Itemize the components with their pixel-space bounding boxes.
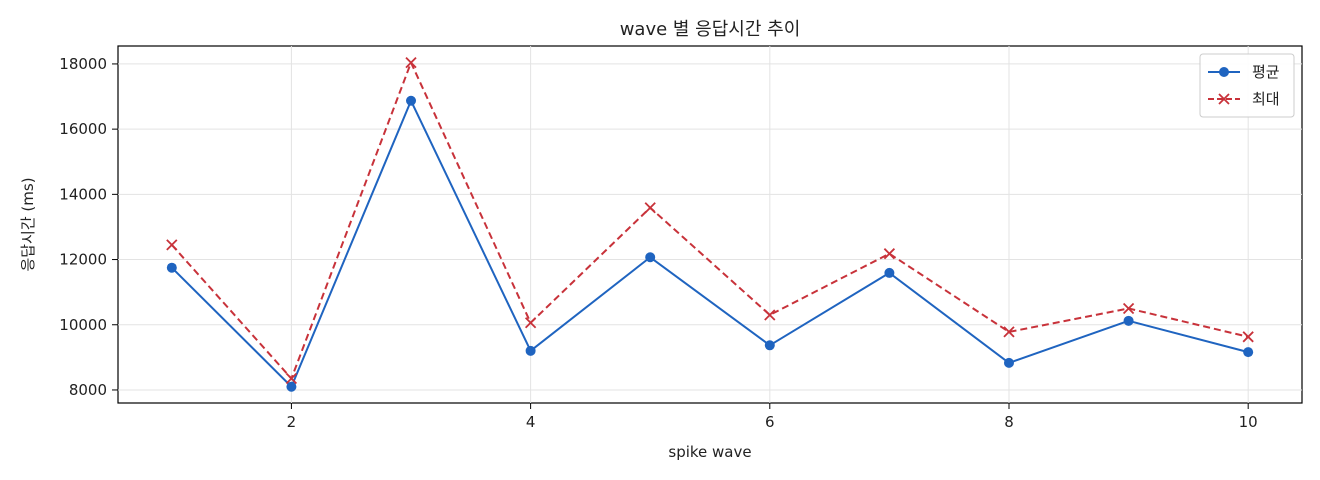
data-point (286, 381, 297, 392)
data-point (764, 309, 776, 321)
data-point (1242, 331, 1254, 343)
data-point (405, 56, 417, 69)
y-tick-label: 16000 (59, 120, 107, 138)
legend-box (1199, 53, 1295, 118)
x-tick-label: 8 (1004, 413, 1014, 431)
data-point (406, 95, 417, 106)
y-tick-label: 10000 (59, 316, 107, 334)
series-line (171, 61, 1249, 380)
data-point (645, 252, 656, 263)
x-tick-label: 10 (1239, 413, 1258, 431)
grid-lines (118, 46, 1302, 403)
y-tick-label: 18000 (59, 55, 107, 73)
legend-entry: 최대 (1208, 90, 1280, 108)
data-point (644, 202, 656, 214)
chart-title: wave 별 응답시간 추이 (620, 19, 801, 40)
y-tick-label: 12000 (59, 251, 107, 269)
y-tick-label: 14000 (59, 185, 107, 203)
legend-marker (1218, 93, 1230, 105)
data-point (883, 248, 896, 260)
legend-marker (1219, 67, 1229, 77)
data-point (285, 372, 298, 385)
data-point (1122, 302, 1135, 315)
legend-label: 평균 (1252, 63, 1280, 81)
legend-entry: 평균 (1208, 63, 1280, 81)
data-point (166, 239, 178, 251)
data-point (884, 267, 895, 278)
plot-area (117, 45, 1303, 404)
series-layer (166, 56, 1254, 392)
series-line (171, 99, 1249, 388)
x-axis-ticks: 2 4 6 8 10 (287, 403, 1258, 431)
x-tick-label: 2 (287, 413, 297, 431)
data-point (1003, 357, 1014, 368)
y-axis-label: 응답시간 (ms) (19, 177, 37, 271)
series-average (166, 95, 1254, 392)
x-tick-label: 6 (765, 413, 775, 431)
data-point (1003, 326, 1015, 338)
series-max (166, 56, 1254, 385)
data-point (1243, 347, 1254, 358)
x-axis-label: spike wave (668, 443, 751, 461)
x-tick-label: 4 (526, 413, 536, 431)
y-tick-label: 8000 (69, 381, 107, 399)
data-point (166, 262, 177, 273)
data-point (764, 340, 775, 351)
legend-label: 최대 (1252, 90, 1280, 108)
data-point (524, 317, 537, 329)
data-point (525, 345, 536, 356)
data-point (1123, 315, 1134, 326)
y-axis-ticks: 8000 10000 12000 14000 16000 18000 (59, 55, 118, 399)
